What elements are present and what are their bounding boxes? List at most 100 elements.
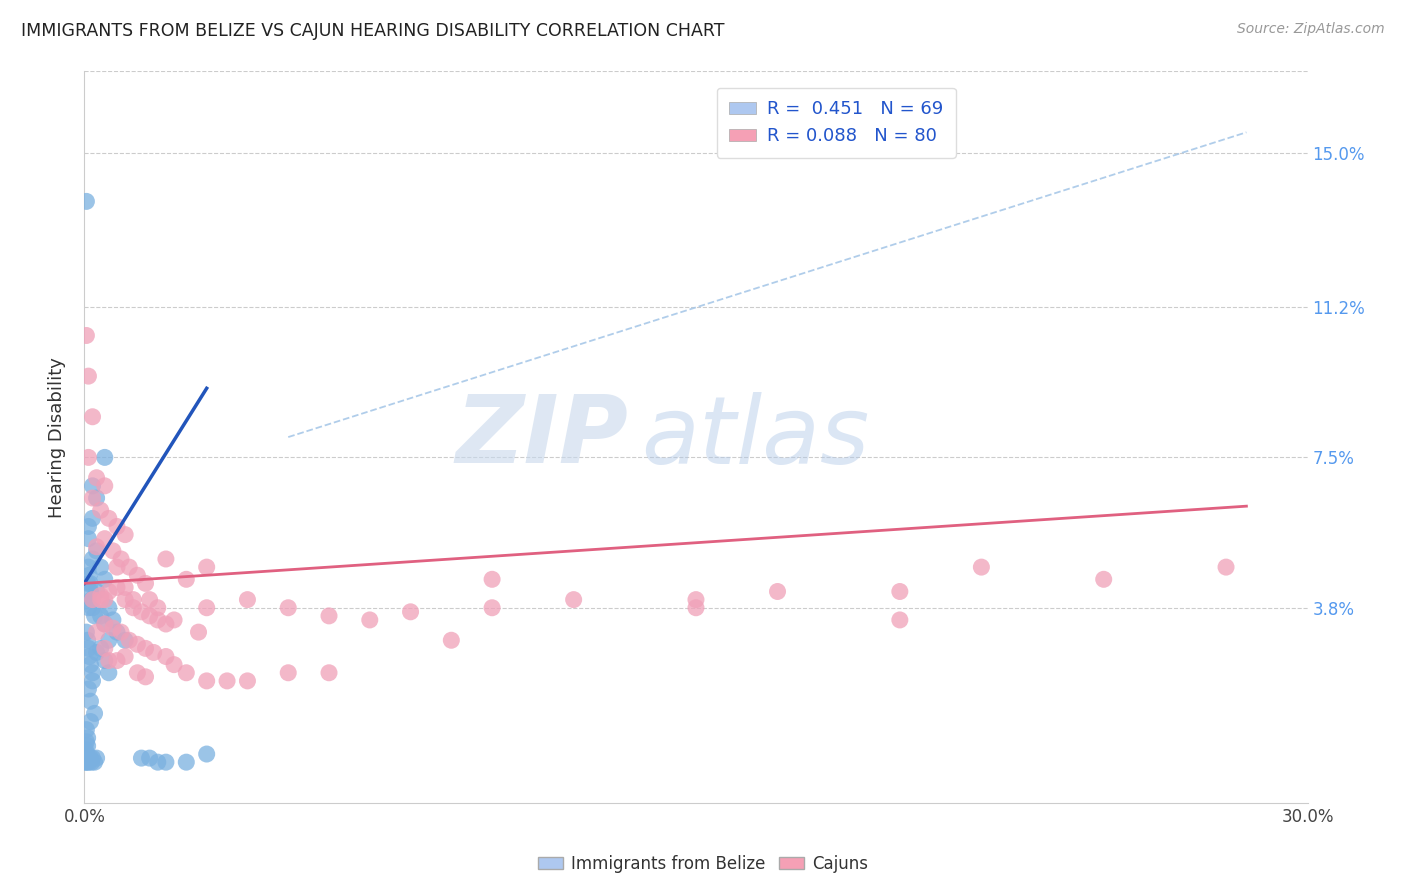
- Point: [82, 491, 104, 505]
- Point: [236, 592, 259, 607]
- Point: [93, 572, 115, 586]
- Point: [82, 409, 104, 424]
- Point: [399, 605, 422, 619]
- Point: [110, 625, 132, 640]
- Point: [187, 625, 209, 640]
- Point: [114, 649, 136, 664]
- Point: [79, 576, 101, 591]
- Point: [93, 654, 115, 668]
- Point: [685, 600, 707, 615]
- Point: [86, 491, 108, 505]
- Point: [118, 560, 141, 574]
- Point: [562, 592, 585, 607]
- Point: [105, 581, 128, 595]
- Point: [174, 665, 197, 680]
- Point: [101, 544, 124, 558]
- Text: atlas: atlas: [641, 392, 869, 483]
- Point: [75, 753, 97, 767]
- Point: [75, 194, 97, 209]
- Point: [77, 681, 100, 696]
- Point: [93, 592, 115, 607]
- Point: [76, 739, 98, 753]
- Point: [93, 532, 115, 546]
- Point: [195, 747, 218, 761]
- Point: [101, 621, 124, 635]
- Point: [86, 544, 108, 558]
- Point: [82, 592, 104, 607]
- Point: [277, 600, 299, 615]
- Point: [86, 625, 108, 640]
- Point: [90, 641, 112, 656]
- Point: [889, 613, 911, 627]
- Point: [97, 633, 120, 648]
- Text: Source: ZipAtlas.com: Source: ZipAtlas.com: [1237, 22, 1385, 37]
- Point: [82, 665, 104, 680]
- Point: [76, 755, 98, 769]
- Point: [82, 552, 104, 566]
- Point: [90, 560, 112, 574]
- Point: [77, 755, 100, 769]
- Point: [105, 560, 128, 574]
- Point: [77, 532, 100, 546]
- Legend: Immigrants from Belize, Cajuns: Immigrants from Belize, Cajuns: [531, 848, 875, 880]
- Point: [79, 657, 101, 672]
- Point: [77, 568, 100, 582]
- Point: [163, 657, 186, 672]
- Point: [76, 576, 98, 591]
- Point: [127, 665, 149, 680]
- Point: [77, 450, 100, 465]
- Point: [90, 608, 112, 623]
- Point: [195, 600, 218, 615]
- Point: [93, 617, 115, 632]
- Point: [75, 625, 97, 640]
- Point: [481, 600, 503, 615]
- Point: [86, 471, 108, 485]
- Point: [75, 328, 97, 343]
- Point: [90, 589, 112, 603]
- Point: [79, 584, 101, 599]
- Point: [138, 751, 160, 765]
- Point: [138, 608, 160, 623]
- Point: [90, 503, 112, 517]
- Point: [75, 723, 97, 737]
- Point: [86, 645, 108, 659]
- Point: [82, 592, 104, 607]
- Point: [76, 731, 98, 745]
- Point: [1215, 560, 1237, 574]
- Point: [80, 592, 103, 607]
- Point: [97, 584, 120, 599]
- Point: [79, 751, 101, 765]
- Point: [97, 654, 120, 668]
- Point: [277, 665, 299, 680]
- Point: [146, 600, 169, 615]
- Point: [110, 552, 132, 566]
- Point: [75, 755, 97, 769]
- Point: [195, 673, 218, 688]
- Point: [127, 568, 149, 582]
- Point: [77, 751, 100, 765]
- Point: [77, 560, 100, 574]
- Point: [135, 641, 157, 656]
- Point: [93, 617, 115, 632]
- Point: [105, 654, 128, 668]
- Point: [86, 751, 108, 765]
- Point: [131, 751, 153, 765]
- Point: [75, 755, 97, 769]
- Point: [77, 649, 100, 664]
- Point: [163, 613, 186, 627]
- Point: [142, 645, 165, 659]
- Point: [481, 572, 503, 586]
- Text: ZIP: ZIP: [456, 391, 628, 483]
- Point: [118, 633, 141, 648]
- Point: [76, 751, 98, 765]
- Point: [93, 641, 115, 656]
- Point: [76, 633, 98, 648]
- Point: [79, 714, 101, 729]
- Point: [82, 479, 104, 493]
- Point: [155, 755, 177, 769]
- Point: [766, 584, 789, 599]
- Point: [146, 755, 169, 769]
- Point: [93, 479, 115, 493]
- Point: [685, 592, 707, 607]
- Point: [77, 641, 100, 656]
